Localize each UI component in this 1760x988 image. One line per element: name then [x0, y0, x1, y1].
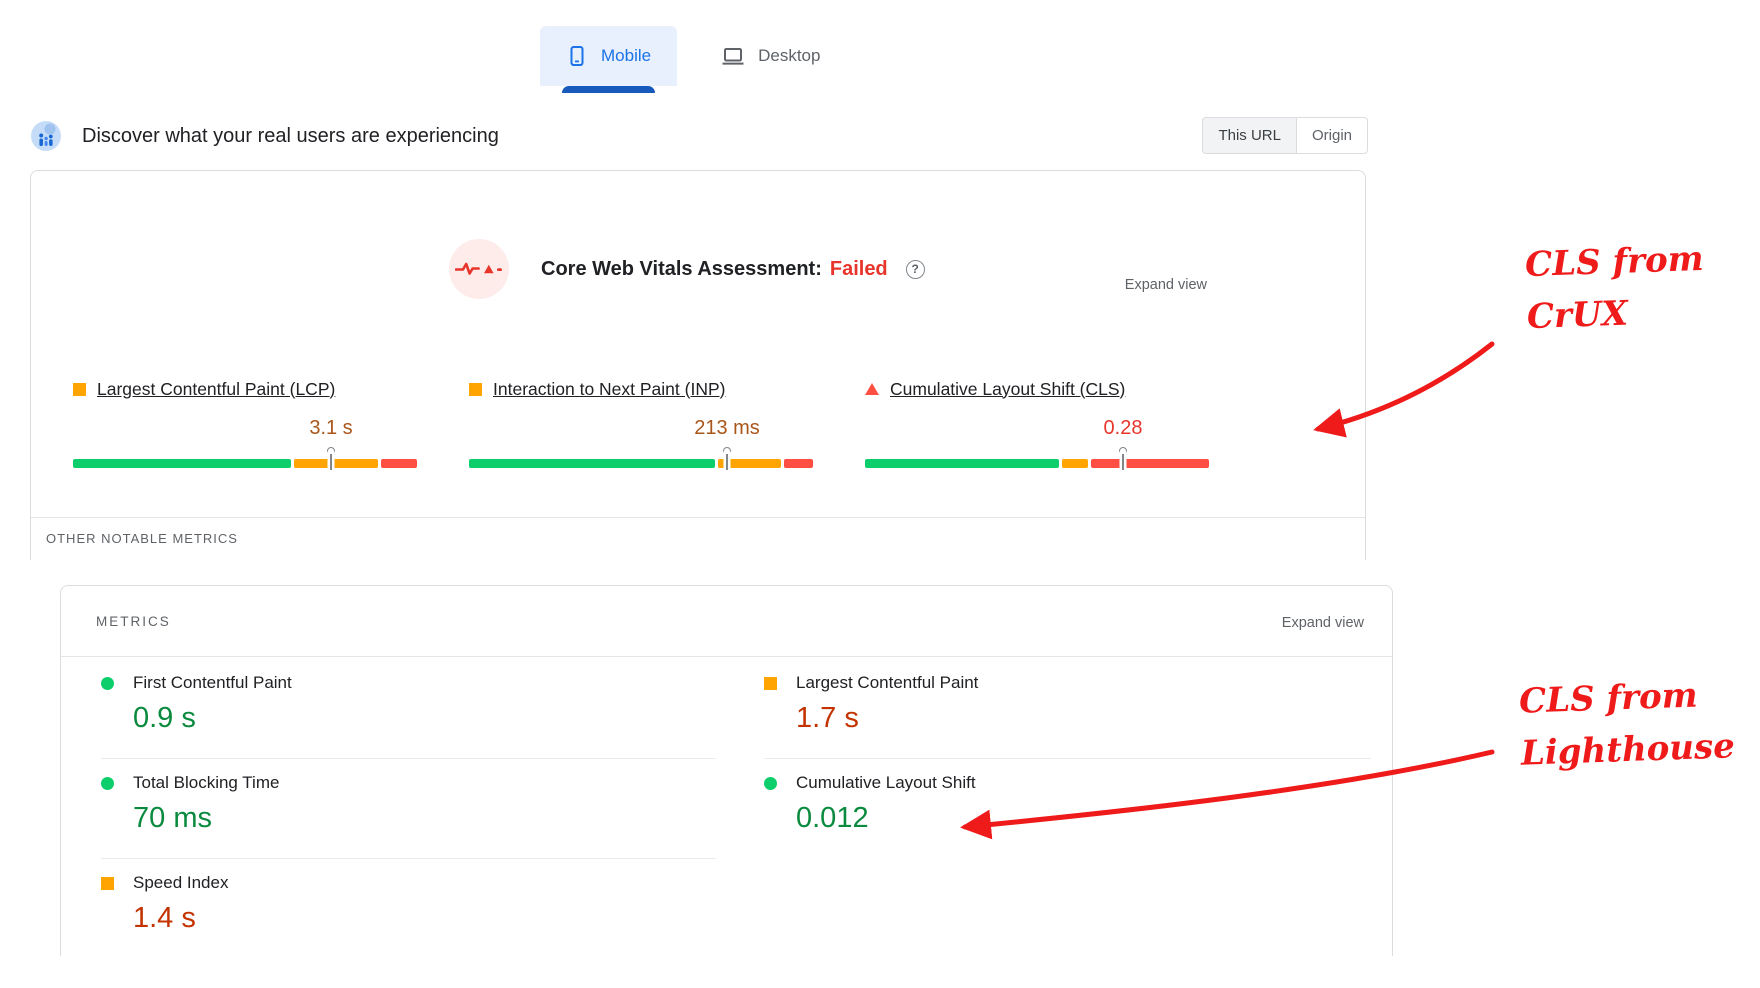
lab-metric-lcp: Largest Contentful Paint 1.7 s	[764, 672, 978, 735]
desktop-laptop-icon	[722, 48, 744, 65]
real-users-icon	[31, 121, 61, 151]
fcp-value: 0.9 s	[133, 702, 196, 734]
scope-toggle: This URL Origin	[1202, 117, 1368, 154]
fcp-status-bullet	[101, 676, 114, 690]
cls-status-bullet	[865, 383, 879, 395]
lcp-status-bullet	[73, 382, 86, 396]
core-web-vitals-header: Core Web Vitals Assessment: Failed ?	[449, 239, 925, 299]
tbt-status-bullet	[101, 776, 114, 790]
lab-metrics-card: METRICS Expand view First Contentful Pai…	[60, 585, 1393, 956]
tab-mobile[interactable]: Mobile	[540, 26, 678, 93]
annotation-cls-from-crux: CLS from CrUX	[1524, 233, 1706, 343]
assessment-title: Core Web Vitals Assessment: Failed ?	[541, 258, 925, 281]
lab-header-divider	[61, 656, 1392, 657]
fcp-label: First Contentful Paint	[133, 673, 292, 692]
other-notable-metrics-label: OTHER NOTABLE METRICS	[46, 531, 238, 546]
field-card-divider	[31, 517, 1365, 518]
mobile-phone-icon	[570, 46, 584, 66]
tab-desktop-label: Desktop	[758, 46, 821, 65]
crux-metric-inp-link[interactable]: Interaction to Next Paint (INP)	[493, 378, 726, 399]
scope-this-url-button[interactable]: This URL	[1202, 117, 1297, 154]
crux-metric-cls-link[interactable]: Cumulative Layout Shift (CLS)	[890, 378, 1126, 399]
lab-cls-label: Cumulative Layout Shift	[796, 773, 976, 792]
tbt-label: Total Blocking Time	[133, 773, 280, 792]
cls-p75-value: 0.28	[1103, 417, 1143, 439]
speed-index-value: 1.4 s	[133, 902, 196, 934]
tbt-value: 70 ms	[133, 802, 212, 834]
metrics-section-label: METRICS	[96, 614, 171, 629]
inp-p75-value: 213 ms	[694, 417, 760, 439]
tab-mobile-label: Mobile	[601, 46, 652, 65]
assessment-result: Failed	[829, 257, 888, 280]
crux-metric-lcp: Largest Contentful Paint (LCP) 3.1 s	[73, 377, 417, 479]
core-web-vitals-icon	[449, 239, 509, 299]
lab-cls-value: 0.012	[796, 802, 869, 834]
cls-distribution-bar	[865, 447, 1209, 468]
scope-origin-button[interactable]: Origin	[1295, 117, 1368, 154]
lab-lcp-label: Largest Contentful Paint	[796, 673, 979, 692]
device-tabs: Mobile Desktop	[540, 26, 846, 93]
lab-row-divider	[101, 858, 716, 859]
field-data-card: Core Web Vitals Assessment: Failed ? Exp…	[30, 170, 1366, 560]
help-icon[interactable]: ?	[905, 259, 925, 279]
field-section-title: Discover what your real users are experi…	[82, 124, 499, 147]
crux-metric-inp: Interaction to Next Paint (INP) 213 ms	[469, 377, 813, 479]
inp-status-bullet	[469, 382, 482, 396]
assessment-label: Core Web Vitals Assessment:	[541, 257, 822, 280]
lcp-distribution-bar	[73, 447, 417, 468]
annotation-crux-line2: CrUX	[1526, 293, 1629, 338]
lcp-p75-value: 3.1 s	[309, 417, 353, 439]
lab-metric-tbt: Total Blocking Time 70 ms	[101, 772, 279, 835]
annotation-crux-line1: CLS from	[1524, 238, 1705, 286]
lab-lcp-value: 1.7 s	[796, 702, 859, 734]
speed-index-status-bullet	[101, 876, 114, 890]
lab-row-divider	[764, 758, 1371, 759]
tab-desktop[interactable]: Desktop	[695, 26, 846, 86]
expand-view-link-field[interactable]: Expand view	[1124, 277, 1207, 293]
expand-view-link-lab[interactable]: Expand view	[1281, 615, 1364, 631]
annotation-lighthouse-line2: Lighthouse	[1520, 726, 1736, 774]
lab-metric-speed-index: Speed Index 1.4 s	[101, 872, 228, 935]
lab-metric-fcp: First Contentful Paint 0.9 s	[101, 672, 292, 735]
field-data-header: Discover what your real users are experi…	[30, 118, 499, 154]
annotation-lighthouse-line1: CLS from	[1518, 675, 1699, 722]
annotation-cls-from-lighthouse: CLS from Lighthouse	[1518, 668, 1735, 779]
lab-row-divider	[101, 758, 716, 759]
crux-metric-lcp-link[interactable]: Largest Contentful Paint (LCP)	[97, 378, 336, 399]
lab-cls-status-bullet	[764, 776, 777, 790]
crux-metric-cls: Cumulative Layout Shift (CLS) 0.28	[865, 377, 1209, 479]
lab-metric-cls: Cumulative Layout Shift 0.012	[764, 772, 976, 835]
speed-index-label: Speed Index	[133, 873, 229, 892]
inp-distribution-bar	[469, 447, 813, 468]
lab-lcp-status-bullet	[764, 676, 777, 690]
